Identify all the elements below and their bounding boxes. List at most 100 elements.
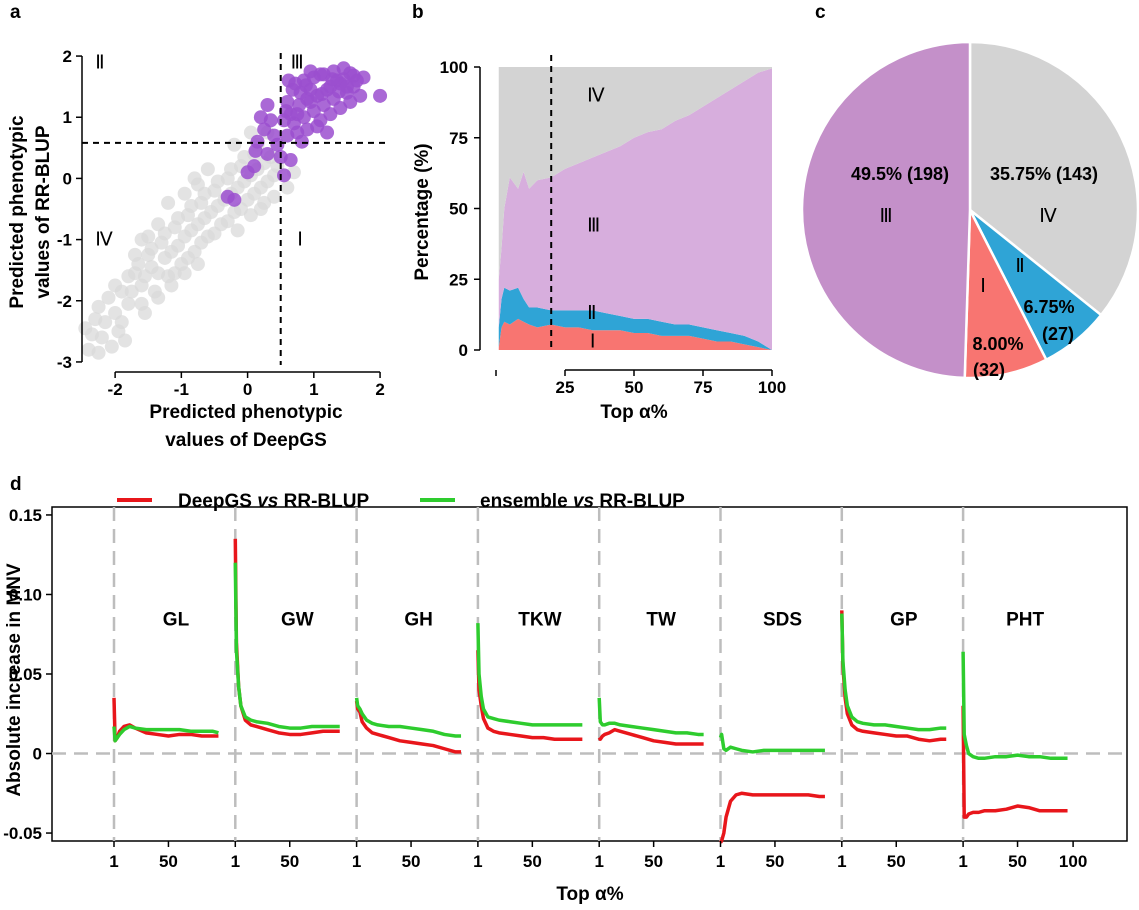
quadrant-labels: Ⅱ Ⅲ Ⅳ Ⅰ <box>95 52 304 250</box>
line-ticks: 0.15 0.10 0.05 0 -0.05 1 50 1 50 1 50 1 50 1 50 1 50 1 50 1… <box>3 506 1087 871</box>
line-x-tick-label: 50 <box>644 852 663 871</box>
area-ticks: 0 25 50 75 100 25 50 75 100 <box>440 58 787 397</box>
scatter-point-other <box>161 195 176 210</box>
line-deepgs-sds <box>719 791 825 844</box>
scatter-point-other <box>167 266 182 281</box>
scatter-point-other <box>134 232 149 247</box>
scatter-x-tick-label: -2 <box>108 380 123 399</box>
scatter-point-selected <box>325 72 340 87</box>
area-y-tick-label: 100 <box>440 58 468 77</box>
line-y-tick-label: 0.15 <box>9 506 42 525</box>
line-ensemble-gw <box>233 562 340 730</box>
scatter-point-other <box>210 174 225 189</box>
line-y-tick-label: 0.10 <box>9 585 42 604</box>
threshold-lines <box>82 53 390 365</box>
scatter-point-selected <box>314 86 329 101</box>
pie-slices <box>800 40 1139 380</box>
scatter-point-selected <box>303 94 318 109</box>
area-series-1 <box>498 318 772 350</box>
scatter-point-selected <box>227 192 242 207</box>
line-x-tick-label: 50 <box>1008 852 1027 871</box>
line-deepgs-gw <box>233 538 340 737</box>
scatter-point-selected <box>373 88 388 103</box>
line-x-tick-label: 50 <box>402 852 421 871</box>
area-series <box>498 67 772 350</box>
scatter-point-selected <box>281 73 296 88</box>
scatter-point-other <box>104 339 119 354</box>
trait-labels: GL GW GH TKW TW SDS GP PHT <box>163 609 1045 630</box>
scatter-point-other <box>247 186 262 201</box>
scatter-point-selected <box>280 128 295 143</box>
line-x-tick-label: 50 <box>887 852 906 871</box>
line-ensemble-gh <box>354 697 462 738</box>
line-deepgs-tw <box>597 727 704 746</box>
line-x-tick-label: 1 <box>594 852 603 871</box>
scatter-point-other <box>243 208 258 223</box>
pie-label-IV-name: Ⅳ <box>1039 206 1057 227</box>
line-ensemble-pht <box>961 651 1068 761</box>
line-x-tick-label: 1 <box>716 852 725 871</box>
scatter-xlabel-1: Predicted phenotypic <box>149 402 343 423</box>
scatter-y-tick-label: 0 <box>63 169 72 188</box>
scatter-point-other <box>230 223 245 238</box>
scatter-point-selected <box>260 98 275 112</box>
scatter-point-selected <box>339 79 354 94</box>
scatter-ticks: -2 -1 0 1 2 2 1 0 -1 -2 -3 <box>57 47 385 399</box>
trait-label: TW <box>646 609 676 630</box>
trait-label: GW <box>281 609 314 630</box>
pie-label-II-count: (27) <box>1042 324 1074 344</box>
line-y-tick-label: 0 <box>33 745 42 764</box>
area-y-tick-label: 50 <box>449 200 468 219</box>
legend: DeepGS vs RR-BLUP ensemble vs RR-BLUP <box>117 491 685 512</box>
scatter-point-other <box>118 333 133 348</box>
pie-label-I-name: Ⅰ <box>980 276 986 297</box>
scatter-point-other <box>237 150 252 164</box>
scatter-point-selected <box>240 165 255 180</box>
scatter-point-other <box>207 226 222 241</box>
pie-slice <box>968 40 1139 317</box>
scatter-point-selected <box>279 104 294 119</box>
line-deepgs-gh <box>354 700 462 754</box>
pie-label-IV-pct: 35.75% (143) <box>990 164 1098 184</box>
scatter-x-tick-label: 2 <box>375 380 384 399</box>
scatter-point-selected <box>303 64 318 79</box>
scatter-point-selected <box>277 168 292 183</box>
scatter-point-other <box>151 290 166 305</box>
panel-letter-a: a <box>10 2 21 23</box>
pie-label-II-pct: 6.75% <box>1023 297 1074 317</box>
line-x-tick-label: 50 <box>159 852 178 871</box>
scatter-point-other <box>171 211 186 226</box>
line-ensemble-gl <box>112 724 219 743</box>
scatter-x-tick-label: 0 <box>243 380 252 399</box>
scatter-x-tick-label: -1 <box>174 380 189 399</box>
area-y-tick-label: 75 <box>449 129 468 148</box>
scatter-point-other <box>78 321 93 336</box>
line-x-tick-label: 1 <box>958 852 967 871</box>
trait-label: GP <box>890 609 918 630</box>
line-y-tick-label: -0.05 <box>3 824 42 843</box>
scatter-y-tick-label: -2 <box>57 292 72 311</box>
area-region-label: Ⅰ <box>590 332 596 353</box>
line-series <box>112 538 1068 844</box>
scatter-point-other <box>121 296 136 311</box>
scatter-point-selected <box>356 70 371 85</box>
line-x-tick-label: 50 <box>280 852 299 871</box>
line-ylabel: Absolute increase in MNV <box>4 563 25 797</box>
scatter-points <box>78 61 388 360</box>
line-ensemble-tw <box>597 697 704 737</box>
trait-label: GL <box>163 609 190 630</box>
scatter-point-other <box>91 345 106 360</box>
scatter-point-other <box>190 257 205 272</box>
quadrant-label: Ⅰ <box>297 230 303 251</box>
line-deepgs-gl <box>112 697 219 743</box>
line-x-tick-label: 1 <box>231 852 240 871</box>
line-x-tick-label: 50 <box>765 852 784 871</box>
scatter-panel: Ⅱ Ⅲ Ⅳ Ⅰ -2 -1 0 1 2 2 1 0 -1 -2 -3 Predicted phenotyp… <box>7 47 390 451</box>
scatter-y-tick-label: 1 <box>63 108 72 127</box>
line-x-tick-label: 1 <box>473 852 482 871</box>
pie-label-I-pct: 8.00% <box>972 334 1023 354</box>
scatter-point-other <box>101 290 116 305</box>
scatter-point-other <box>260 174 275 189</box>
scatter-point-other <box>177 186 192 201</box>
